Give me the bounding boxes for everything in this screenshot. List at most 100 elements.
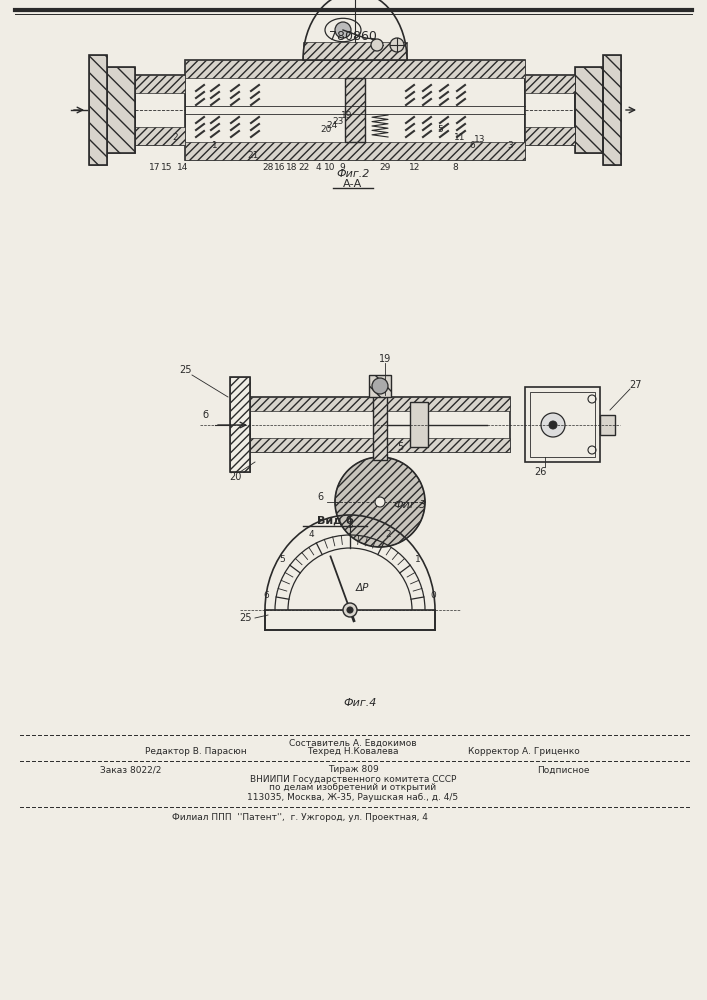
Bar [265, 610, 435, 630]
Text: Фиг.4: Фиг.4 [344, 698, 377, 708]
Text: 19: 19 [341, 110, 353, 119]
Text: Корректор А. Гриценко: Корректор А. Гриценко [468, 746, 580, 756]
Text: 24: 24 [327, 121, 338, 130]
Text: 6: 6 [317, 492, 323, 502]
Text: 2: 2 [173, 133, 178, 142]
Text: 4: 4 [309, 530, 315, 539]
Bar [345, 78, 365, 142]
Text: 5: 5 [279, 555, 285, 564]
Ellipse shape [335, 457, 425, 547]
Bar [250, 397, 510, 452]
Text: 21: 21 [247, 150, 259, 159]
Bar [525, 75, 575, 145]
Bar [89, 55, 107, 165]
Text: 23: 23 [332, 117, 344, 126]
Bar [250, 438, 510, 452]
Text: 3: 3 [507, 140, 513, 149]
Bar [525, 387, 600, 462]
Text: ВНИИПИ Государственного комитета СССР: ВНИИПИ Государственного комитета СССР [250, 774, 456, 784]
Circle shape [347, 607, 353, 613]
Text: 16: 16 [274, 162, 286, 172]
Text: Подписное: Подписное [537, 766, 590, 774]
Bar [530, 392, 595, 457]
Bar [303, 42, 407, 60]
Bar [575, 67, 603, 153]
Bar [89, 55, 107, 165]
Bar [603, 55, 621, 165]
Text: 14: 14 [177, 162, 189, 172]
Text: 11: 11 [455, 133, 466, 142]
Text: 113035, Москва, Ж-35, Раушская наб., д. 4/5: 113035, Москва, Ж-35, Раушская наб., д. … [247, 792, 459, 802]
Bar [230, 377, 250, 472]
Text: 0: 0 [431, 591, 437, 600]
Text: 15: 15 [161, 162, 173, 172]
Circle shape [371, 39, 383, 51]
Bar [525, 127, 575, 145]
Bar [525, 75, 575, 93]
Bar [135, 75, 185, 93]
Text: ΔP: ΔP [356, 583, 368, 593]
Text: 10: 10 [325, 162, 336, 172]
Text: 20: 20 [320, 125, 332, 134]
Text: 26: 26 [534, 467, 547, 477]
Text: Составитель А. Евдокимов: Составитель А. Евдокимов [289, 738, 417, 748]
Text: 5: 5 [437, 125, 443, 134]
Circle shape [390, 38, 404, 52]
Bar [107, 67, 135, 153]
Text: 9: 9 [339, 162, 345, 172]
Text: 27: 27 [629, 380, 641, 390]
Text: 20: 20 [229, 472, 241, 482]
Bar [369, 375, 391, 397]
Text: 6: 6 [264, 591, 269, 600]
Text: Фиг.3: Фиг.3 [393, 500, 427, 510]
Text: 1: 1 [415, 555, 421, 564]
Text: 17: 17 [149, 162, 160, 172]
Bar [410, 402, 428, 447]
Text: 8: 8 [452, 162, 458, 172]
Text: 25: 25 [239, 613, 251, 623]
Text: Редактор В. Парасюн: Редактор В. Парасюн [145, 746, 247, 756]
Text: Заказ 8022/2: Заказ 8022/2 [100, 766, 161, 774]
Text: .1: .1 [209, 140, 217, 149]
Bar [575, 67, 603, 153]
Text: 4: 4 [315, 162, 321, 172]
Text: 22: 22 [298, 162, 310, 172]
Text: А-А: А-А [344, 179, 363, 189]
Bar [603, 55, 621, 165]
Text: 780860: 780860 [329, 30, 377, 43]
Text: 29: 29 [380, 162, 391, 172]
Text: по делам изобретений и открытий: по делам изобретений и открытий [269, 784, 436, 792]
Text: 28: 28 [262, 162, 274, 172]
Text: Тираж 809: Тираж 809 [327, 766, 378, 774]
Bar [135, 75, 185, 145]
Circle shape [343, 603, 357, 617]
Bar [135, 127, 185, 145]
Bar [373, 389, 387, 460]
Text: 6: 6 [469, 140, 475, 149]
Bar [107, 67, 135, 153]
Bar [185, 142, 525, 160]
Text: 5: 5 [397, 442, 403, 452]
Text: 3: 3 [347, 520, 353, 530]
Bar [185, 60, 525, 160]
Bar [369, 375, 391, 397]
Text: 19: 19 [379, 354, 391, 364]
Circle shape [335, 22, 351, 38]
Text: Фиг.2: Фиг.2 [337, 169, 370, 179]
Circle shape [549, 421, 557, 429]
Bar [185, 60, 525, 78]
Text: 25: 25 [179, 365, 192, 375]
Circle shape [541, 413, 565, 437]
Text: Техред Н.Ковалева: Техред Н.Ковалева [308, 746, 399, 756]
Text: Филиал ППП  ''Патент'',  г. Ужгород, ул. Проектная, 4: Филиал ППП ''Патент'', г. Ужгород, ул. П… [172, 812, 428, 822]
Text: 12: 12 [409, 162, 421, 172]
Text: Вид б: Вид б [317, 517, 354, 527]
Bar [600, 415, 615, 435]
Circle shape [372, 378, 388, 394]
Text: 18: 18 [286, 162, 298, 172]
Bar [230, 377, 250, 472]
Circle shape [375, 497, 385, 507]
Text: 13: 13 [474, 135, 486, 144]
Text: б: б [202, 410, 208, 420]
Text: 2: 2 [385, 530, 391, 539]
